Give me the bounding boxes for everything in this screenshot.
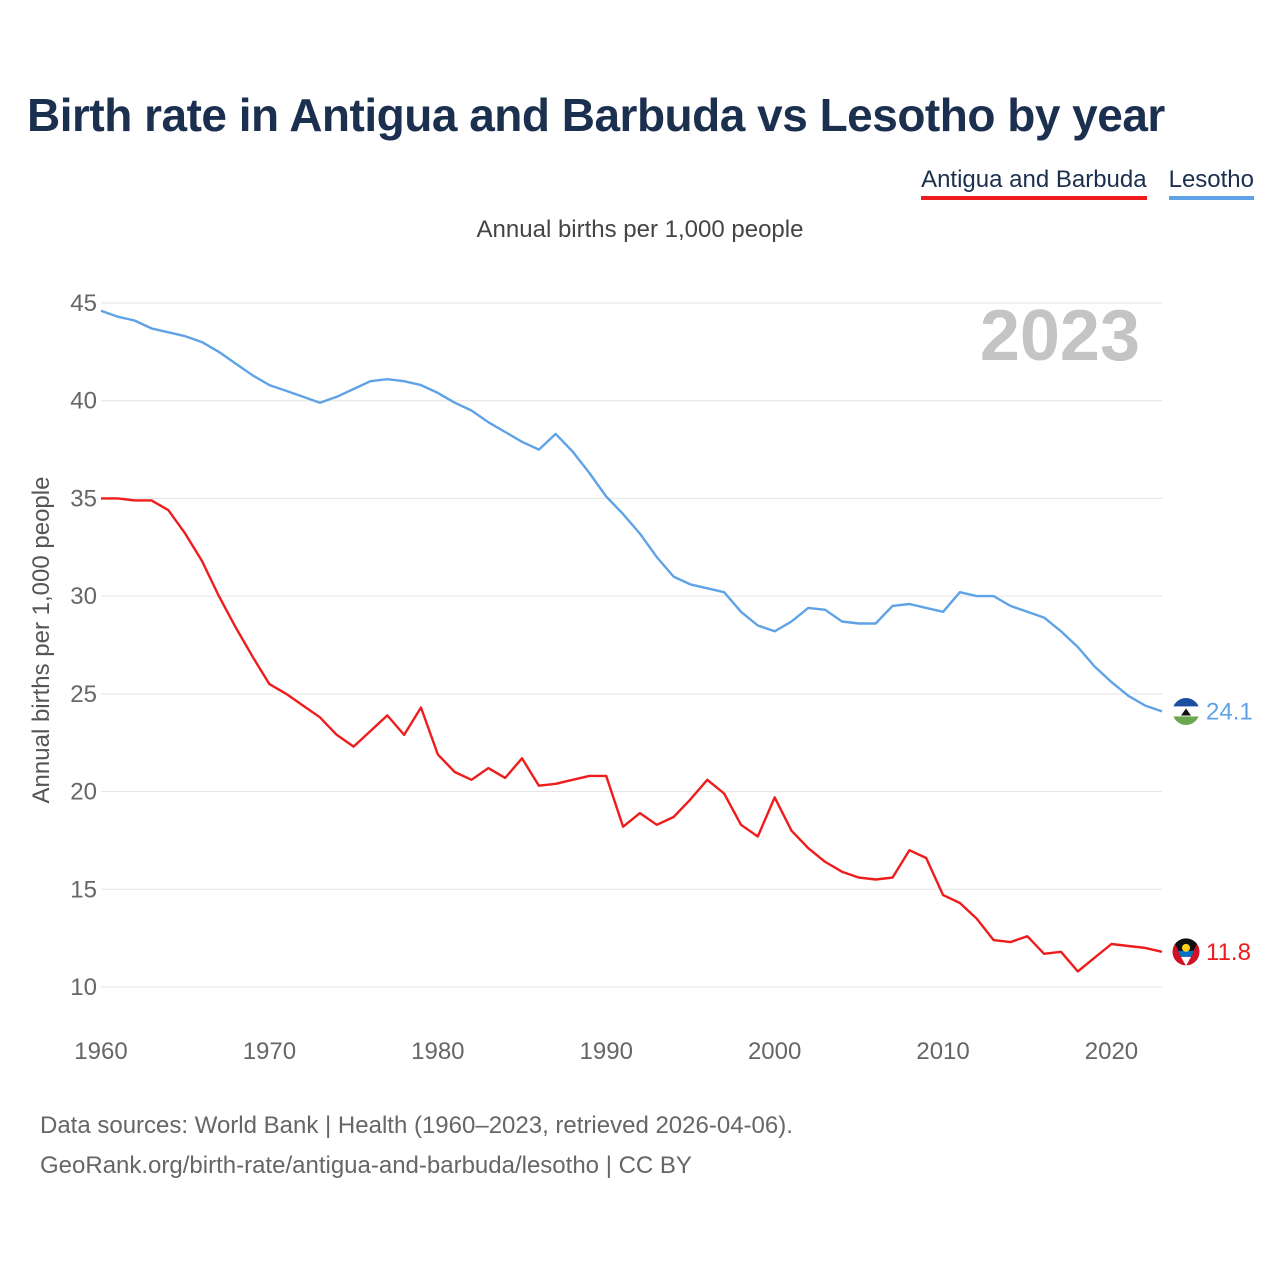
year-badge: 2023 [980,296,1140,376]
gridlines [101,302,1162,988]
series-line-lesotho [100,309,1163,713]
y-tick-label: 35 [70,485,97,512]
antigua-flag-icon [1171,937,1201,967]
x-tick-label: 1970 [243,1038,296,1065]
x-axis-ticks: 1960 1970 1980 1990 2000 2010 2020 [74,1038,1138,1065]
footer-link[interactable]: GeoRank.org/birth-rate/antigua-and-barbu… [40,1152,692,1179]
footer: Data sources: World Bank | Health (1960–… [40,1106,793,1186]
y-tick-label: 30 [70,583,97,610]
series-lines [100,309,1163,973]
x-tick-label: 2010 [916,1038,969,1065]
x-tick-label: 2020 [1085,1038,1138,1065]
y-tick-label: 20 [70,779,97,806]
legend-item-lesotho[interactable]: Lesotho [1168,166,1254,200]
footer-sources: Data sources: World Bank | Health (1960–… [40,1112,793,1139]
legend: Antigua and Barbuda Lesotho [921,166,1254,200]
end-label: 11.8 [1206,939,1251,966]
x-tick-label: 1980 [411,1038,464,1065]
y-tick-label: 45 [70,290,97,317]
x-tick-label: 1990 [580,1038,633,1065]
y-tick-label: 25 [70,681,97,708]
y-tick-label: 40 [70,388,97,415]
y-tick-label: 10 [70,974,97,1001]
legend-item-antigua-and-barbuda[interactable]: Antigua and Barbuda [921,166,1147,200]
y-axis-ticks: 10 15 20 25 30 35 40 45 [70,290,97,1001]
x-tick-label: 1960 [74,1038,127,1065]
end-label: 24.1 [1206,698,1253,725]
x-tick-label: 2000 [748,1038,801,1065]
chart-subtitle: Annual births per 1,000 people [476,216,804,243]
lesotho-flag-icon [1171,696,1201,726]
y-tick-label: 15 [70,876,97,903]
chart-title: Birth rate in Antigua and Barbuda vs Les… [27,89,1165,141]
series-end-markers: 11.8 24.1 [1171,696,1253,967]
series-line-antigua-and-barbuda [101,497,1163,973]
